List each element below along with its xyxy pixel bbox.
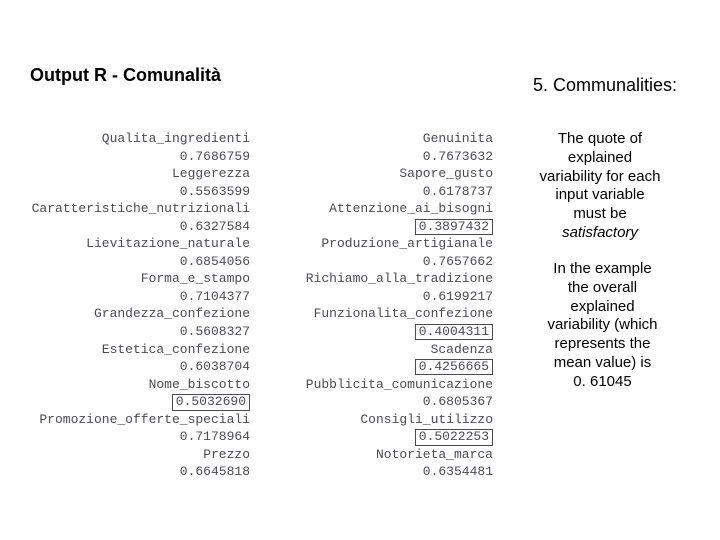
communality-label: Attenzione_ai_bisogni	[329, 201, 493, 216]
communality-label: Forma_e_stampo	[141, 271, 250, 286]
para1-line: The quote of	[558, 130, 642, 147]
para1-line-italic: satisfactory	[562, 224, 638, 241]
communality-value-boxed: 0.3897432	[415, 219, 493, 235]
communality-label: Nome_biscotto	[149, 377, 250, 392]
para2-line: In the example	[553, 260, 651, 277]
communality-row: Scadenza 0.4256665	[268, 341, 493, 376]
communality-row: Produzione_artigianale 0.7657662	[268, 235, 493, 270]
communality-label: Leggerezza	[172, 166, 250, 181]
communality-label: Produzione_artigianale	[321, 236, 493, 251]
communality-label: Scadenza	[431, 342, 493, 357]
communality-value: 0.5563599	[180, 184, 250, 199]
communality-label: Qualita_ingredienti	[102, 131, 250, 146]
communality-value-boxed: 0.5022253	[415, 429, 493, 445]
communality-value: 0.6645818	[180, 464, 250, 479]
communality-row: Caratteristiche_nutrizionali 0.6327584	[30, 200, 250, 235]
communality-row: Nome_biscotto 0.5032690	[30, 376, 250, 411]
communality-value: 0.6854056	[180, 254, 250, 269]
communalities-left-column: Qualita_ingredienti 0.7686759 Leggerezza 0.…	[30, 130, 250, 481]
communality-row: Leggerezza 0.5563599	[30, 165, 250, 200]
communality-label: Estetica_confezione	[102, 342, 250, 357]
para2-line: mean value) is	[554, 354, 652, 371]
communality-row: Notorieta_marca 0.6354481	[268, 446, 493, 481]
communality-value: 0.6805367	[423, 394, 493, 409]
para2-line: variability (which	[547, 316, 657, 333]
communality-value: 0.7673632	[423, 149, 493, 164]
communality-label: Caratteristiche_nutrizionali	[32, 201, 250, 216]
communality-label: Consigli_utilizzo	[360, 412, 493, 427]
explanation-paragraph-2: In the example the overall explained var…	[500, 260, 705, 391]
communality-value: 0.6199217	[423, 289, 493, 304]
para2-line: represents the	[555, 335, 651, 352]
communality-value-boxed: 0.4256665	[415, 359, 493, 375]
communality-value: 0.7178964	[180, 429, 250, 444]
communality-label: Genuinita	[423, 131, 493, 146]
communality-value-boxed: 0.4004311	[415, 324, 493, 340]
communality-row: Qualita_ingredienti 0.7686759	[30, 130, 250, 165]
para2-line: the overall	[568, 279, 637, 296]
communality-label: Notorieta_marca	[376, 447, 493, 462]
communality-value: 0.7686759	[180, 149, 250, 164]
para2-line: 0. 61045	[573, 373, 631, 390]
communality-value: 0.6038704	[180, 359, 250, 374]
page-title-right: 5. Communalities:	[510, 75, 700, 96]
communality-label: Funzionalita_confezione	[314, 306, 493, 321]
para1-line: must be	[573, 205, 626, 222]
communality-row: Prezzo 0.6645818	[30, 446, 250, 481]
communality-value: 0.5608327	[180, 324, 250, 339]
communality-row: Lievitazione_naturale 0.6854056	[30, 235, 250, 270]
communality-value: 0.7104377	[180, 289, 250, 304]
page-title-left: Output R - Comunalità	[30, 65, 221, 86]
communality-label: Sapore_gusto	[399, 166, 493, 181]
communality-row: Funzionalita_confezione 0.4004311	[268, 305, 493, 340]
communality-row: Estetica_confezione 0.6038704	[30, 341, 250, 376]
communality-value: 0.7657662	[423, 254, 493, 269]
communality-label: Grandezza_confezione	[94, 306, 250, 321]
communality-label: Promozione_offerte_speciali	[39, 412, 250, 427]
communality-row: Richiamo_alla_tradizione 0.6199217	[268, 270, 493, 305]
para1-line: explained	[568, 149, 632, 166]
communality-label: Richiamo_alla_tradizione	[306, 271, 493, 286]
communality-label: Prezzo	[203, 447, 250, 462]
communality-row: Grandezza_confezione 0.5608327	[30, 305, 250, 340]
communality-value: 0.6354481	[423, 464, 493, 479]
communality-row: Promozione_offerte_speciali 0.7178964	[30, 411, 250, 446]
communality-row: Consigli_utilizzo 0.5022253	[268, 411, 493, 446]
para1-line: variability for each	[540, 168, 661, 185]
communalities-right-column: Genuinita0.7673632Sapore_gusto0.6178737A…	[268, 130, 493, 481]
communality-value-boxed: 0.5032690	[172, 394, 250, 410]
explanation-paragraph-1: The quote of explained variability for e…	[500, 130, 700, 243]
communality-value: 0.6327584	[180, 219, 250, 234]
communality-row: Sapore_gusto 0.6178737	[268, 165, 493, 200]
communality-row: Genuinita 0.7673632	[268, 130, 493, 165]
communality-label: Pubblicita_comunicazione	[306, 377, 493, 392]
communality-row: Forma_e_stampo 0.7104377	[30, 270, 250, 305]
communality-row: Pubblicita_comunicazione 0.6805367	[268, 376, 493, 411]
communality-row: Attenzione_ai_bisogni 0.3897432	[268, 200, 493, 235]
para1-line: input variable	[555, 186, 644, 203]
para2-line: explained	[570, 298, 634, 315]
communality-value: 0.6178737	[423, 184, 493, 199]
communality-label: Lievitazione_naturale	[86, 236, 250, 251]
